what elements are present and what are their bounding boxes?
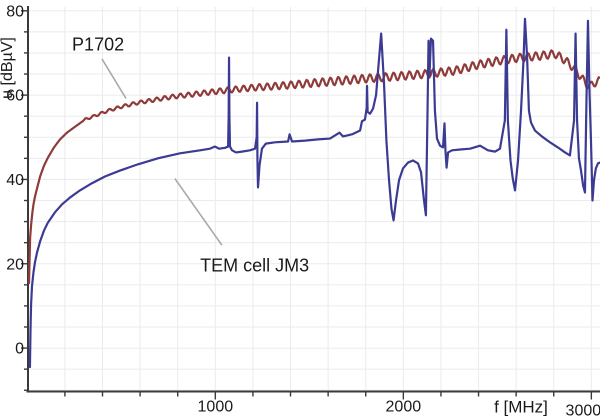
axis-ticks [21, 10, 593, 400]
y-axis-title: u [dBµV] [0, 37, 16, 99]
annotation-callouts [101, 58, 223, 246]
x-tick-label-2000: 2000 [386, 399, 422, 416]
x-tick-label-1000: 1000 [198, 399, 234, 416]
annotation-label-tem-cell-jm3: TEM cell JM3 [200, 255, 309, 275]
y-tick-label-80: 80 [6, 3, 24, 20]
x-axis-title: f [MHz] [494, 398, 548, 417]
series-curves [27, 17, 600, 369]
curve-tem-cell-jm3 [28, 17, 600, 369]
y-tick-label-40: 40 [6, 172, 24, 189]
curve-p1702 [27, 49, 600, 285]
axes [26, 6, 600, 393]
tick-labels: 1000 2000 3000 0 20 40 60 80 [6, 3, 600, 419]
annotation-labels: P1702 TEM cell JM3 [72, 35, 309, 276]
x-tick-label-3000: 3000 [566, 403, 600, 419]
y-tick-label-60: 60 [6, 88, 24, 105]
y-tick-label-20: 20 [6, 256, 24, 273]
annotation-label-p1702: P1702 [72, 35, 124, 55]
y-tick-label-0: 0 [15, 341, 24, 358]
grid-lines [28, 7, 600, 392]
callout-line-tem-cell-jm3 [174, 178, 223, 246]
callout-line-p1702 [101, 58, 127, 99]
